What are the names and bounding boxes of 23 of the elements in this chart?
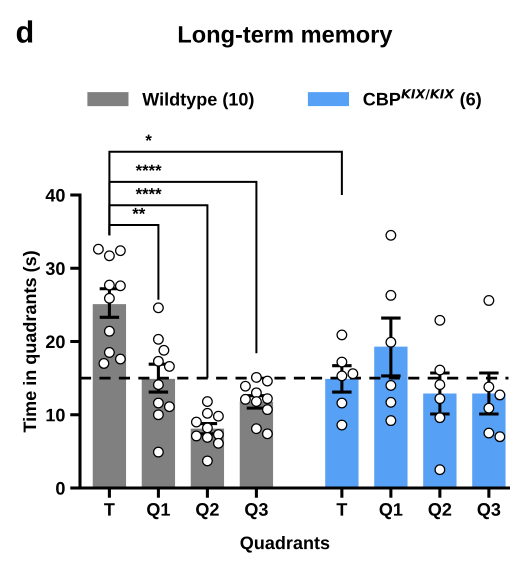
y-tick-label: 20 <box>46 335 65 348</box>
x-tick-label: Q2 <box>428 503 452 520</box>
y-tick-label: 0 <box>56 482 65 495</box>
text: **** <box>136 164 162 171</box>
legend-label: Wildtype (10) <box>142 92 254 110</box>
x-tick-label: Q2 <box>196 503 219 520</box>
x-tick-label: Q1 <box>147 503 170 520</box>
x-tick-label: T <box>336 503 348 516</box>
y-axis-title: Time in quadrants (s) <box>22 251 40 432</box>
x-axis-title: Quadrants <box>240 536 330 553</box>
text: * <box>145 134 152 141</box>
legend-label: CBP$^{KIX/KIX}$ (6) <box>363 89 481 110</box>
x-tick-label: Q1 <box>380 503 402 520</box>
y-tick-label: 40 <box>46 188 65 202</box>
chart-title: Long-term memory <box>178 26 392 48</box>
text: **** <box>136 188 162 194</box>
x-tick-label: Q3 <box>478 503 500 520</box>
x-tick-label: Q3 <box>245 503 268 520</box>
y-tick-label: 10 <box>46 408 65 422</box>
annotation: ** <box>132 208 146 214</box>
x-tick-label: T <box>104 503 115 516</box>
y-tick-label: 30 <box>46 262 65 275</box>
text: d <box>16 20 32 43</box>
